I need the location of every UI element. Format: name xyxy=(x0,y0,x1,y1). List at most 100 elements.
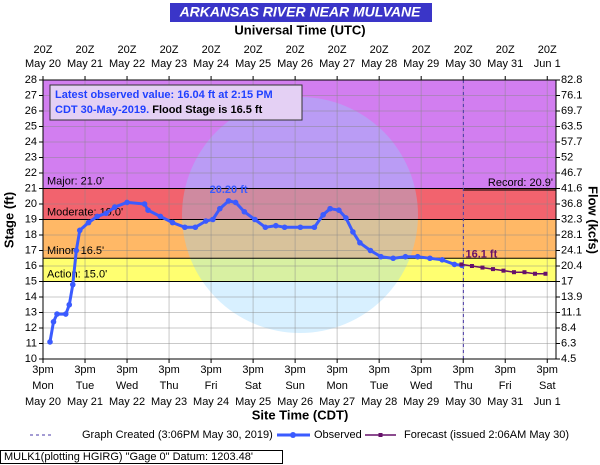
x-tick-label: May 25 xyxy=(235,396,271,408)
title-bar xyxy=(170,3,432,22)
x-tick-label: 3pm xyxy=(453,364,474,376)
legend-observed-marker xyxy=(290,432,296,438)
x2-tick-label: 20Z xyxy=(370,44,389,56)
y2-tick-label: 52 xyxy=(561,151,573,163)
footer-box xyxy=(0,450,283,464)
forecast-point xyxy=(459,262,464,267)
observed-point xyxy=(232,199,239,206)
y2-tick-label: 36.8 xyxy=(561,198,582,210)
x-tick-label: 3pm xyxy=(537,364,558,376)
observed-point xyxy=(427,255,433,262)
x2-tick-label: May 26 xyxy=(277,58,313,70)
x-tick-label: 3pm xyxy=(368,364,389,376)
forecast-point xyxy=(522,270,527,275)
x-tick-label: Sat xyxy=(245,380,262,392)
observed-point xyxy=(73,247,80,254)
observed-point xyxy=(273,222,279,229)
x2-tick-label: 20Z xyxy=(538,44,557,56)
observed-point xyxy=(439,257,445,263)
y2-axis-title: Flow (kcfs) xyxy=(586,186,600,254)
observed-point xyxy=(357,239,363,246)
x2-tick-label: 20Z xyxy=(118,44,137,56)
y-tick-label: 22 xyxy=(25,167,37,179)
observed-point xyxy=(297,224,304,231)
observed-point xyxy=(145,207,151,213)
watermark xyxy=(182,97,418,333)
observed-point xyxy=(182,224,188,231)
x-tick-label: 3pm xyxy=(32,364,53,376)
x2-tick-label: May 21 xyxy=(67,58,103,70)
observed-point xyxy=(390,255,396,262)
x2-tick-label: May 27 xyxy=(319,58,355,70)
observed-point xyxy=(111,204,118,210)
observed-point xyxy=(76,227,83,234)
footer: MULK1(plotting HGIRG) "Gage 0" Datum: 12… xyxy=(4,451,253,463)
x2-tick-label: 20Z xyxy=(454,44,473,56)
observed-point xyxy=(378,253,384,260)
x2-tick-label: 20Z xyxy=(412,44,431,56)
y2-tick-label: 32.3 xyxy=(561,213,582,225)
flood-band xyxy=(43,258,556,282)
x2-tick-label: May 31 xyxy=(487,58,523,70)
y2-tick-label: 41.6 xyxy=(561,182,582,194)
x2-tick-label: May 24 xyxy=(193,58,229,70)
observed-point xyxy=(47,339,53,345)
x2-tick-label: 20Z xyxy=(496,44,515,56)
observed-point xyxy=(320,212,326,218)
info-line: CDT 30-May-2019. Flood Stage is 16.5 ft xyxy=(55,104,263,116)
x-tick-label: May 23 xyxy=(151,396,187,408)
x2-tick-label: May 28 xyxy=(361,58,397,70)
x-tick-label: Wed xyxy=(116,380,138,392)
observed-point xyxy=(311,224,318,231)
y2-tick-label: 6.3 xyxy=(561,337,576,349)
forecast-point xyxy=(501,268,506,273)
observed-point xyxy=(103,210,109,217)
info-box xyxy=(49,84,303,121)
forecast-point xyxy=(480,265,485,270)
chart-title: ARKANSAS RIVER NEAR MULVANE xyxy=(179,4,422,20)
y-tick-label: 11 xyxy=(26,337,37,349)
x2-tick-label: May 29 xyxy=(403,58,439,70)
y-tick-label: 18 xyxy=(25,229,37,241)
y-tick-label: 28 xyxy=(25,74,37,86)
observed-point xyxy=(124,199,130,206)
x2-tick-label: May 22 xyxy=(109,58,145,70)
y-tick-label: 27 xyxy=(25,89,37,101)
x-tick-label: Jun 1 xyxy=(534,396,561,408)
y2-tick-label: 69.7 xyxy=(561,105,582,117)
flood-label: Major: 21.0' xyxy=(47,175,104,187)
legend-label: Forecast (issued 2:06AM May 30) xyxy=(404,429,569,441)
observed-point xyxy=(62,311,69,317)
x2-tick-label: May 23 xyxy=(151,58,187,70)
observed-point xyxy=(217,205,223,212)
y-tick-label: 17 xyxy=(25,244,37,256)
y-tick-label: 13 xyxy=(25,306,37,318)
y2-tick-label: 13.9 xyxy=(561,291,582,303)
observed-point xyxy=(327,205,333,212)
forecast-point xyxy=(543,271,548,276)
x-tick-label: Thu xyxy=(160,380,179,392)
x-tick-label: Sun xyxy=(285,380,305,392)
y-tick-label: 19 xyxy=(25,213,37,225)
x-tick-label: 3pm xyxy=(158,364,179,376)
x-tick-label: May 24 xyxy=(193,396,229,408)
x-tick-label: 3pm xyxy=(284,364,305,376)
info-flood-stage: Flood Stage is 16.5 ft xyxy=(152,104,262,116)
x-tick-label: 3pm xyxy=(242,364,263,376)
observed-point xyxy=(141,201,148,207)
record-label: Record: 20.9' xyxy=(488,177,553,189)
y-tick-label: 12 xyxy=(25,322,37,334)
y2-tick-label: 8.4 xyxy=(561,322,576,334)
x-axis-title: Site Time (CDT) xyxy=(252,407,349,422)
x-tick-label: 3pm xyxy=(326,364,347,376)
x-tick-label: 3pm xyxy=(74,364,95,376)
observed-point xyxy=(252,216,258,223)
observed-point xyxy=(336,207,342,213)
x-tick-label: May 27 xyxy=(319,396,355,408)
x-tick-label: May 30 xyxy=(445,396,481,408)
y2-tick-label: 17 xyxy=(561,275,573,287)
x-tick-label: May 26 xyxy=(277,396,313,408)
x-tick-label: Fri xyxy=(499,380,512,392)
x-tick-label: 3pm xyxy=(116,364,137,376)
x-tick-label: May 29 xyxy=(403,396,439,408)
